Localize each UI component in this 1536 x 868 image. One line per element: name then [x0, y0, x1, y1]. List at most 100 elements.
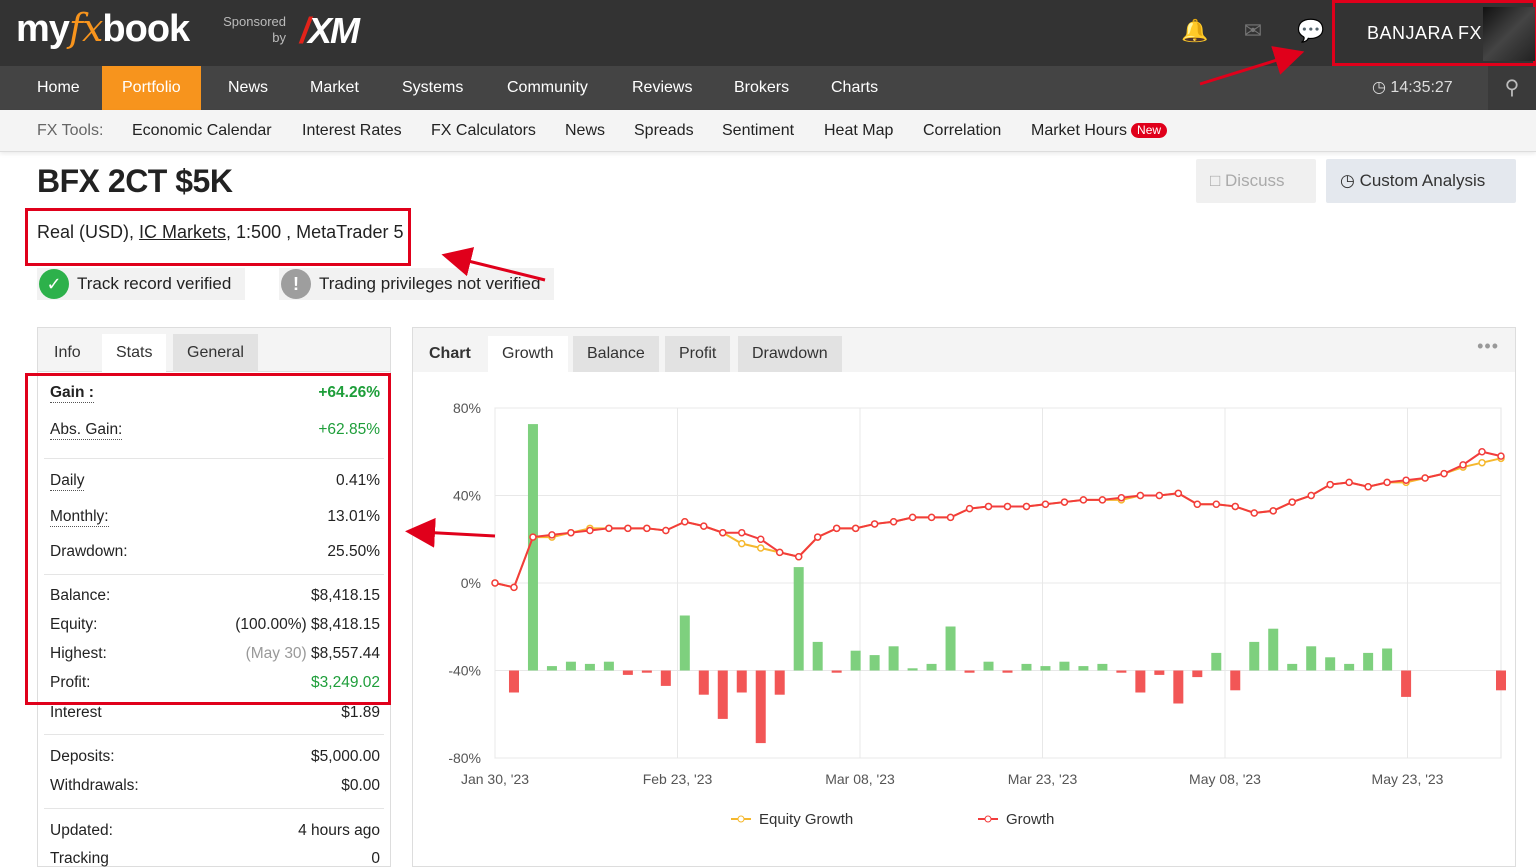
- search-icon[interactable]: ⚲: [1488, 66, 1536, 110]
- top-bar: myfxbook Sponsored by /XM 🔔 ✉ 💬 BANJARA …: [0, 0, 1536, 66]
- divider: [44, 734, 384, 735]
- growth-point: [775, 548, 784, 557]
- stat-value: +62.85%: [318, 421, 380, 438]
- growth-point: [1497, 452, 1505, 460]
- profit-bar: [1059, 661, 1070, 671]
- y-tick-label: 40%: [453, 488, 481, 504]
- sponsored-line: by: [272, 30, 286, 45]
- check-icon: ✓: [39, 269, 69, 299]
- growth-point: [1231, 502, 1240, 511]
- profit-bar: [1002, 670, 1013, 673]
- mail-icon[interactable]: ✉: [1243, 18, 1263, 43]
- nav-systems[interactable]: Systems: [402, 79, 464, 96]
- site-logo[interactable]: myfxbook: [16, 6, 190, 51]
- tab-general[interactable]: General: [173, 334, 258, 372]
- profit-bar: [1306, 646, 1317, 671]
- tab-growth[interactable]: Growth: [488, 336, 568, 372]
- chart-label: Chart: [429, 345, 471, 362]
- y-tick-label: 0%: [461, 575, 481, 591]
- bell-icon[interactable]: 🔔: [1181, 18, 1209, 43]
- stat-value: $1.89: [341, 704, 380, 721]
- stat-label: Withdrawals:: [50, 777, 139, 794]
- nav-market[interactable]: Market: [310, 79, 359, 96]
- profit-bar: [717, 670, 728, 719]
- user-menu[interactable]: BANJARA FX: [1332, 0, 1536, 66]
- track-record-text: Track record verified: [77, 274, 232, 293]
- growth-point: [1060, 498, 1069, 506]
- tool-market-hours[interactable]: Market Hours New: [1031, 110, 1168, 152]
- legend-equity-marker: [737, 815, 745, 823]
- highest-date: (May 30): [245, 645, 307, 662]
- stat-label: Drawdown:: [50, 543, 128, 560]
- profit-bar: [1382, 648, 1393, 671]
- profit-bar: [1287, 663, 1298, 671]
- nav-home[interactable]: Home: [37, 79, 80, 96]
- track-record-badge: ✓ Track record verified: [37, 268, 246, 300]
- stat-label[interactable]: Abs. Gain:: [50, 421, 123, 440]
- sponsor-logo[interactable]: /XM: [300, 10, 360, 51]
- stat-label: Deposits:: [50, 748, 115, 765]
- growth-point: [567, 528, 575, 537]
- tool-sentiment[interactable]: Sentiment: [722, 122, 795, 139]
- profit-bar: [964, 670, 975, 673]
- nav-charts[interactable]: Charts: [831, 79, 879, 96]
- growth-point: [586, 526, 594, 535]
- profit-bar: [546, 666, 557, 671]
- divider: [44, 808, 384, 809]
- tool-spreads[interactable]: Spreads: [634, 122, 694, 139]
- stat-label[interactable]: Daily: [50, 472, 85, 491]
- tool-news[interactable]: News: [565, 122, 606, 139]
- stat-value: +64.26%: [318, 384, 380, 401]
- nav-portfolio[interactable]: Portfolio: [102, 66, 201, 110]
- nav-community[interactable]: Community: [507, 79, 588, 96]
- tool-interest-rates[interactable]: Interest Rates: [302, 122, 402, 139]
- growth-point: [662, 526, 670, 535]
- tab-balance[interactable]: Balance: [573, 336, 659, 372]
- profit-bar: [907, 668, 918, 671]
- tab-info[interactable]: Info: [54, 344, 81, 361]
- equity-percent: (100.00%): [235, 616, 307, 633]
- tool-heat-map[interactable]: Heat Map: [824, 122, 894, 139]
- nav-reviews[interactable]: Reviews: [632, 79, 693, 96]
- equity-growth-point: [1478, 458, 1486, 467]
- growth-point: [1155, 491, 1164, 500]
- tool-market-hours-label: Market Hours: [1031, 122, 1128, 139]
- growth-point: [738, 528, 746, 537]
- stat-value: $8,418.15: [311, 587, 380, 604]
- stat-label[interactable]: Gain :: [50, 384, 94, 403]
- sponsored-label: Sponsored by: [220, 14, 286, 46]
- tab-profit[interactable]: Profit: [665, 336, 731, 372]
- nav-news[interactable]: News: [228, 79, 269, 96]
- growth-point: [1478, 448, 1486, 456]
- growth-point: [813, 533, 822, 541]
- avatar[interactable]: [1483, 7, 1535, 61]
- broker-link[interactable]: IC Markets: [139, 222, 227, 242]
- fx-tools-bar: FX Tools: Economic Calendar Interest Rat…: [0, 110, 1536, 152]
- tool-correlation[interactable]: Correlation: [923, 122, 1002, 139]
- more-options-icon[interactable]: •••: [1477, 336, 1499, 356]
- profit-bar: [793, 567, 804, 671]
- discuss-button[interactable]: □ Discuss: [1196, 159, 1316, 203]
- chart-panel: Chart Growth Balance Profit Drawdown •••…: [412, 327, 1516, 867]
- trading-privileges-text: Trading privileges not verified: [319, 274, 541, 293]
- profit-bar: [945, 626, 956, 671]
- tab-stats[interactable]: Stats: [102, 334, 167, 372]
- highest-amount: $8,557.44: [311, 645, 380, 662]
- growth-point: [681, 518, 689, 526]
- stat-value: (May 30) $8,557.44: [246, 645, 380, 663]
- profit-bar: [584, 663, 595, 671]
- tool-fx-calculators[interactable]: FX Calculators: [431, 122, 536, 139]
- profit-bar: [679, 615, 690, 671]
- profit-bar: [736, 670, 747, 693]
- tab-drawdown[interactable]: Drawdown: [738, 336, 842, 372]
- tool-economic-calendar[interactable]: Economic Calendar: [132, 122, 272, 139]
- trading-privileges-badge: ! Trading privileges not verified: [279, 268, 555, 300]
- growth-point: [946, 513, 955, 522]
- stat-label[interactable]: Monthly:: [50, 508, 109, 527]
- custom-analysis-button[interactable]: ◷ Custom Analysis: [1326, 159, 1516, 203]
- y-tick-label: -40%: [448, 663, 481, 679]
- nav-brokers[interactable]: Brokers: [734, 79, 790, 96]
- chat-icon[interactable]: 💬: [1297, 18, 1325, 43]
- growth-point: [548, 531, 556, 539]
- profit-bar: [565, 661, 576, 671]
